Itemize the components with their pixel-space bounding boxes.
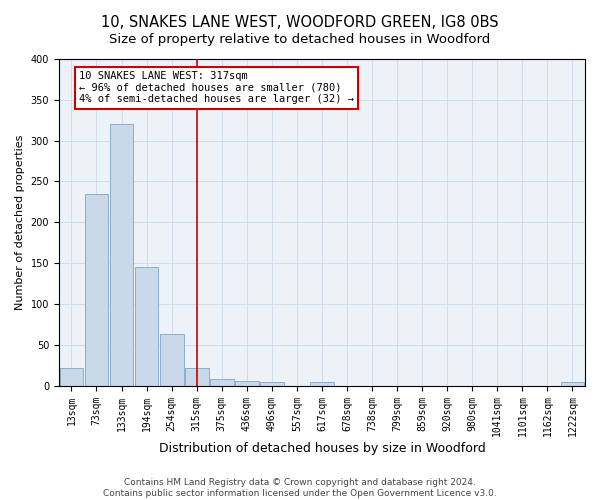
- Bar: [235, 380, 259, 386]
- Bar: [134, 267, 158, 386]
- Bar: [59, 368, 83, 386]
- Y-axis label: Number of detached properties: Number of detached properties: [15, 134, 25, 310]
- Bar: [560, 382, 584, 386]
- Text: 10, SNAKES LANE WEST, WOODFORD GREEN, IG8 0BS: 10, SNAKES LANE WEST, WOODFORD GREEN, IG…: [101, 15, 499, 30]
- Bar: [110, 124, 133, 386]
- Text: Size of property relative to detached houses in Woodford: Size of property relative to detached ho…: [109, 32, 491, 46]
- Bar: [160, 334, 184, 386]
- Bar: [260, 382, 284, 386]
- X-axis label: Distribution of detached houses by size in Woodford: Distribution of detached houses by size …: [158, 442, 485, 455]
- Bar: [210, 379, 233, 386]
- Bar: [185, 368, 209, 386]
- Bar: [85, 194, 109, 386]
- Bar: [310, 382, 334, 386]
- Text: Contains HM Land Registry data © Crown copyright and database right 2024.
Contai: Contains HM Land Registry data © Crown c…: [103, 478, 497, 498]
- Text: 10 SNAKES LANE WEST: 317sqm
← 96% of detached houses are smaller (780)
4% of sem: 10 SNAKES LANE WEST: 317sqm ← 96% of det…: [79, 71, 354, 104]
